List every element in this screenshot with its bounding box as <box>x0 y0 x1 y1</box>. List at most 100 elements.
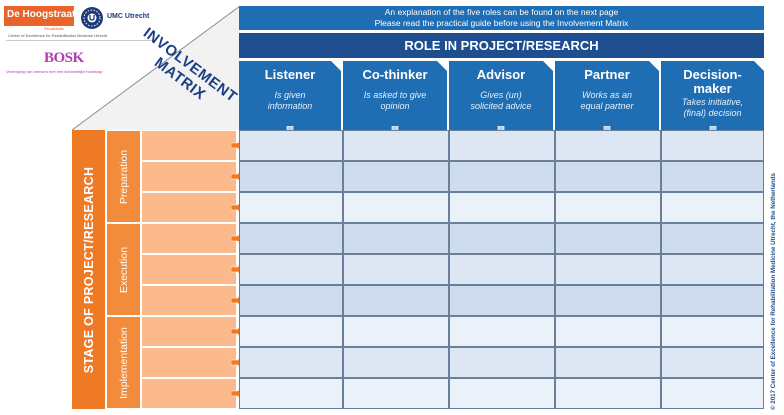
role-desc-line-2: information <box>267 101 313 111</box>
matrix-cell[interactable] <box>343 378 449 409</box>
instruction-banner: An explanation of the five roles can be … <box>239 6 764 30</box>
stage-subrow <box>142 317 236 346</box>
role-desc-line-2: opinion <box>380 101 410 111</box>
matrix-cell[interactable] <box>239 285 343 316</box>
matrix-cell[interactable] <box>343 316 449 347</box>
phase-label: Implementation <box>117 326 130 399</box>
matrix-cell[interactable] <box>239 316 343 347</box>
matrix-cell[interactable] <box>239 254 343 285</box>
stage-subrow <box>142 193 236 222</box>
matrix-cell[interactable] <box>449 223 555 254</box>
matrix-cell[interactable] <box>239 378 343 409</box>
phase-label: Execution <box>117 246 130 293</box>
logo-divider <box>6 40 156 41</box>
matrix-cell[interactable] <box>343 347 449 378</box>
stage-subrow <box>142 379 236 408</box>
role-2: Co-thinker Is asked to give opinion <box>343 61 447 140</box>
banner-line-1: An explanation of the five roles can be … <box>384 7 619 17</box>
hoogstraat-logo-subtext: Revalidatie <box>44 26 64 31</box>
matrix-cell[interactable] <box>555 378 661 409</box>
role-3: Advisor Gives (un) solicited advice <box>449 61 553 140</box>
matrix-cell[interactable] <box>555 347 661 378</box>
matrix-cell[interactable] <box>555 130 661 161</box>
banner-line-2: Please read the practical guide before u… <box>374 18 629 28</box>
role-name: Co-thinker <box>362 67 428 82</box>
phase-implementation: Implementation <box>107 317 140 408</box>
matrix-cell[interactable] <box>661 161 764 192</box>
stage-subrow <box>142 162 236 191</box>
matrix-cell[interactable] <box>239 161 343 192</box>
matrix-cell[interactable] <box>449 192 555 223</box>
role-header: ROLE IN PROJECT/RESEARCH <box>239 33 764 58</box>
matrix-cell[interactable] <box>449 130 555 161</box>
matrix-cell[interactable] <box>343 192 449 223</box>
stage-header-text: STAGE OF PROJECT/RESEARCH <box>81 166 96 373</box>
hoogstraat-logo: De Hoogstraat Revalidatie <box>4 6 76 32</box>
role-desc-line-2: equal partner <box>580 101 634 111</box>
matrix-cell[interactable] <box>343 254 449 285</box>
role-desc-line-1: Is given <box>274 90 306 100</box>
matrix-cell[interactable] <box>661 378 764 409</box>
matrix-cell[interactable] <box>555 254 661 285</box>
matrix-cell[interactable] <box>555 192 661 223</box>
matrix-cell[interactable] <box>343 285 449 316</box>
role-1: Listener Is given information <box>239 61 341 140</box>
matrix-cell[interactable] <box>555 316 661 347</box>
matrix-cell[interactable] <box>661 347 764 378</box>
matrix-cell[interactable] <box>555 285 661 316</box>
stage-subrow <box>142 224 236 253</box>
role-desc-line-1: Is asked to give <box>363 90 427 100</box>
center-of-excellence-text: Center of Excellence for Rehabilitation … <box>8 33 108 38</box>
stage-subrow <box>142 255 236 284</box>
phase-preparation: Preparation <box>107 131 140 222</box>
stage-subrow <box>142 131 236 160</box>
role-name: Decision- <box>683 67 742 82</box>
bosk-logo: BOSK <box>44 50 84 66</box>
role-name-line-2: maker <box>693 81 732 96</box>
phase-label: Preparation <box>117 149 130 204</box>
matrix-cell[interactable] <box>661 285 764 316</box>
role-desc-line-2: solicited advice <box>470 101 532 111</box>
matrix-cell[interactable] <box>239 192 343 223</box>
matrix-cell[interactable] <box>449 378 555 409</box>
matrix-cell[interactable] <box>661 130 764 161</box>
stage-column <box>72 130 105 409</box>
stage-subrow <box>142 286 236 315</box>
matrix-cell[interactable] <box>449 161 555 192</box>
role-desc-line-1: Takes initiative, <box>681 97 744 107</box>
matrix-cell[interactable] <box>661 192 764 223</box>
matrix-cell[interactable] <box>661 254 764 285</box>
matrix-cell[interactable] <box>239 223 343 254</box>
matrix-cell[interactable] <box>449 285 555 316</box>
stage-header: STAGE OF PROJECT/RESEARCH <box>72 130 105 409</box>
matrix-cell[interactable] <box>449 347 555 378</box>
role-name: Advisor <box>476 67 526 82</box>
bosk-logo-subtext: Vereniging van mensen met een lichamelij… <box>6 69 103 74</box>
matrix-cell[interactable] <box>343 161 449 192</box>
role-desc-line-1: Works as an <box>581 90 632 100</box>
role-name: Listener <box>264 67 316 82</box>
umc-seal-icon <box>80 6 104 30</box>
matrix-cell[interactable] <box>343 223 449 254</box>
matrix-cell[interactable] <box>449 254 555 285</box>
role-desc-line-2: (final) decision <box>683 108 742 118</box>
matrix-cell[interactable] <box>449 316 555 347</box>
matrix-cell[interactable] <box>239 347 343 378</box>
role-4: Partner Works as an equal partner <box>555 61 659 140</box>
hoogstraat-logo-text: De Hoogstraat <box>7 9 76 20</box>
matrix-cell[interactable] <box>555 223 661 254</box>
copyright-text: © 2017 Center of Excellence for Rehabili… <box>770 173 777 410</box>
matrix-cell[interactable] <box>661 223 764 254</box>
stage-subrow <box>142 348 236 377</box>
matrix-corner-diagonal <box>72 6 240 130</box>
matrix-cell[interactable] <box>239 130 343 161</box>
matrix-cell[interactable] <box>555 161 661 192</box>
role-desc-line-1: Gives (un) <box>480 90 522 100</box>
matrix-cell[interactable] <box>661 316 764 347</box>
role-5: Decision-maker Takes initiative, (final) d… <box>661 61 764 140</box>
matrix-grid <box>239 130 764 409</box>
phase-execution: Execution <box>107 224 140 315</box>
role-name: Partner <box>584 67 630 82</box>
matrix-cell[interactable] <box>343 130 449 161</box>
umc-logo-text: UMC Utrecht <box>107 13 150 20</box>
